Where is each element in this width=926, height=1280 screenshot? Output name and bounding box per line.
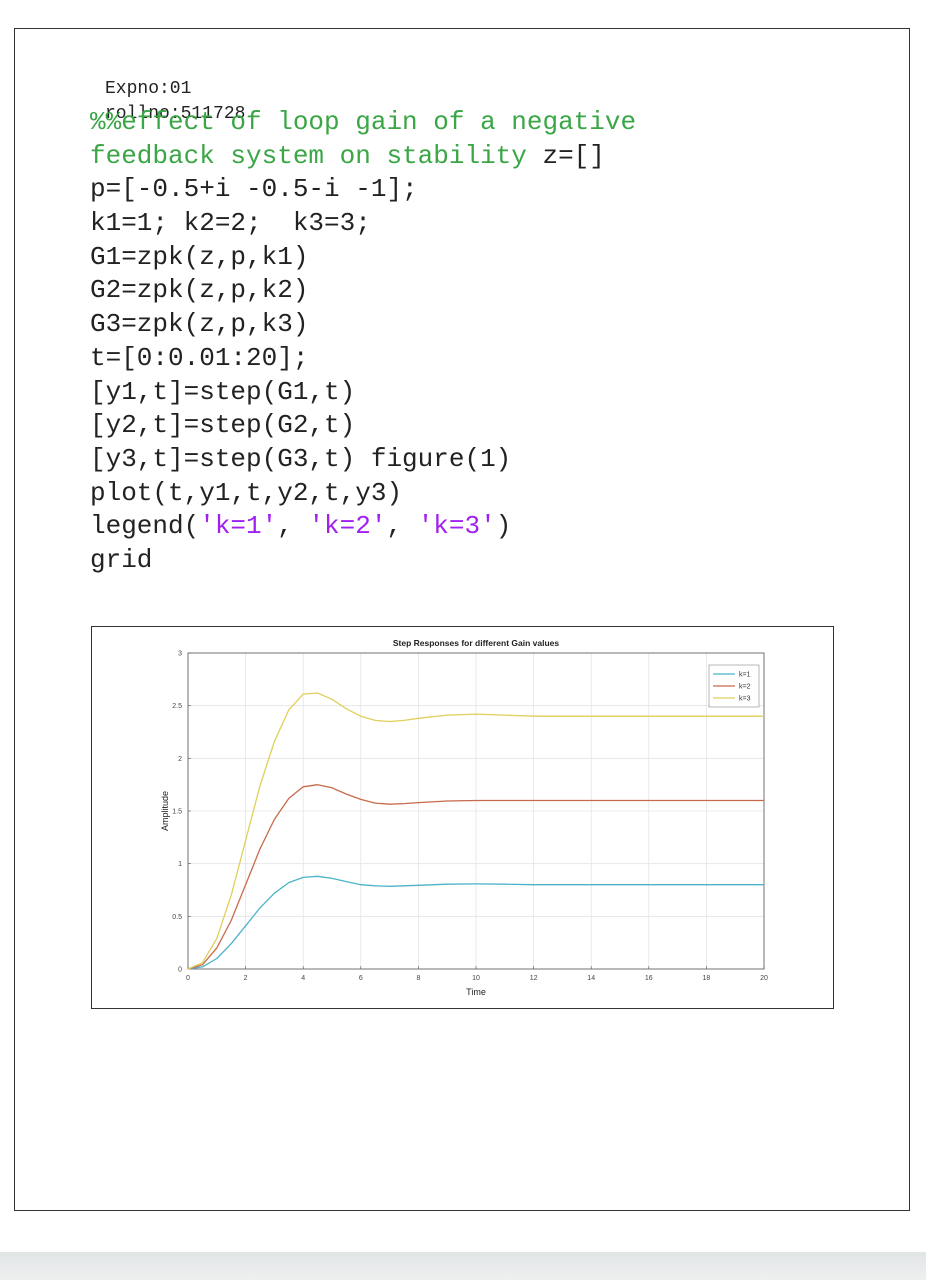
code-token: , — [277, 511, 309, 542]
y-axis-label: Amplitude — [160, 791, 170, 831]
code-comment: %%effect of loop gain of a negative — [90, 107, 637, 137]
code-line: %%effect of loop gain of a negative — [90, 106, 636, 140]
x-tick-label: 8 — [416, 975, 420, 982]
series-line-k2 — [187, 784, 764, 970]
legend-label-k3: k=3 — [739, 696, 751, 703]
x-tick-label: 12 — [530, 975, 538, 982]
code-token: G2=zpk(z,p,k2) — [90, 275, 309, 306]
code-line: grid — [90, 544, 636, 578]
code-token: G3=zpk(z,p,k3) — [90, 309, 309, 340]
code-listing: %%effect of loop gain of a negative feedb… — [90, 106, 636, 578]
code-line: plot(t,y1,t,y2,t,y3) — [90, 477, 636, 511]
experiment-number: Expno:01 — [105, 79, 192, 99]
code-line: t=[0:0.01:20]; — [90, 342, 636, 376]
code-token: , — [386, 511, 418, 542]
figure-frame: 0 2 4 6 8 10 12 14 16 18 20 0 0.5 1 1.5 2 2.5 3 Step Respo… — [91, 626, 834, 1009]
chart-title: Step Responses for different Gain values — [393, 638, 560, 648]
y-tick-label: 3 — [178, 651, 182, 658]
code-line: legend('k=1', 'k=2', 'k=3') — [90, 510, 636, 544]
code-string: 'k=3' — [417, 511, 496, 542]
code-token: [y3,t]=step(G3,t) figure(1) — [90, 443, 512, 474]
code-token: z=[] — [526, 140, 605, 171]
y-tick-label: 1.5 — [172, 809, 182, 816]
code-token: [y2,t]=step(G2,t) — [90, 410, 356, 441]
code-line: [y2,t]=step(G2,t) — [90, 409, 636, 443]
y-tick-label: 2 — [178, 756, 182, 763]
code-token: G1=zpk(z,p,k1) — [90, 241, 309, 272]
code-token: p=[-0.5+i -0.5-i -1]; — [90, 174, 418, 205]
y-tick-label: 2.5 — [172, 703, 182, 710]
x-tick-label: 14 — [587, 975, 595, 982]
legend-label-k2: k=2 — [739, 684, 751, 691]
code-token: t=[0:0.01:20]; — [90, 342, 309, 373]
y-tick-label: 0 — [178, 967, 182, 974]
x-tick-label: 6 — [359, 975, 363, 982]
roll-number: rollno:511728 — [105, 104, 246, 124]
x-tick-label: 18 — [703, 975, 711, 982]
code-string: 'k=1' — [199, 511, 278, 542]
y-tick-label: 0.5 — [172, 914, 182, 921]
code-line: G3=zpk(z,p,k3) — [90, 308, 636, 342]
y-tick-label: 1 — [178, 861, 182, 868]
code-line: [y3,t]=step(G3,t) figure(1) — [90, 443, 636, 477]
legend-label-k1: k=1 — [739, 672, 751, 679]
series-line-k1 — [187, 875, 764, 970]
series-line-k3 — [187, 692, 764, 970]
x-axis-label: Time — [466, 987, 486, 997]
x-tick-label: 10 — [472, 975, 480, 982]
code-line: [y1,t]=step(G1,t) — [90, 376, 636, 410]
x-tick-label: 2 — [244, 975, 248, 982]
code-line: p=[-0.5+i -0.5-i -1]; — [90, 173, 636, 207]
code-token: legend( — [90, 511, 200, 542]
bottom-bar — [0, 1252, 926, 1280]
x-tick-label: 4 — [301, 975, 305, 982]
code-line: k1=1; k2=2; k3=3; — [90, 207, 636, 241]
step-response-chart: 0 2 4 6 8 10 12 14 16 18 20 0 0.5 1 1.5 2 2.5 3 Step Respo… — [160, 638, 768, 997]
code-string: 'k=2' — [308, 511, 387, 542]
x-tick-label: 16 — [645, 975, 653, 982]
code-line: G1=zpk(z,p,k1) — [90, 241, 636, 275]
code-token: [y1,t]=step(G1,t) — [90, 376, 356, 407]
code-token: ) — [495, 511, 512, 542]
code-token: plot(t,y1,t,y2,t,y3) — [90, 477, 403, 508]
x-tick-label: 20 — [760, 975, 768, 982]
code-line: feedback system on stability z=[] — [90, 140, 636, 174]
code-token: k1=1; k2=2; k3=3; — [90, 208, 371, 239]
x-tick-label: 0 — [186, 975, 190, 982]
code-line: G2=zpk(z,p,k2) — [90, 274, 636, 308]
document-page: Expno:01 rollno:511728 — [14, 28, 910, 1211]
code-comment: feedback system on stability — [90, 140, 527, 171]
code-token: grid — [90, 544, 153, 575]
